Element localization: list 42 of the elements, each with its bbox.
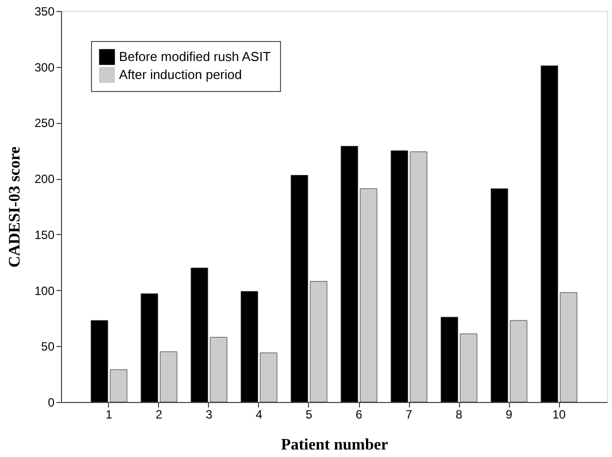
y-tick-label: 150 [34, 228, 55, 242]
x-tick-label: 2 [156, 408, 163, 422]
bar [540, 65, 558, 402]
bar [360, 188, 378, 402]
x-tick-label: 8 [456, 408, 463, 422]
x-tick-label: 4 [256, 408, 263, 422]
bar [290, 174, 308, 402]
bar [510, 320, 528, 402]
y-tick-label: 50 [41, 340, 55, 354]
bar [110, 369, 128, 402]
x-tick-label: 6 [356, 408, 363, 422]
x-tick-label: 10 [552, 408, 566, 422]
legend-label: After induction period [119, 67, 242, 82]
bar [210, 336, 228, 402]
y-axis-title: CADESI-03 score [6, 146, 24, 268]
y-tick-label: 200 [34, 172, 55, 186]
bar [190, 268, 208, 402]
bar [440, 316, 458, 402]
bar [260, 352, 278, 402]
x-tick-label: 3 [206, 408, 213, 422]
bar [490, 188, 508, 402]
x-tick-label: 7 [406, 408, 413, 422]
y-tick-label: 100 [34, 284, 55, 298]
bar [160, 351, 178, 402]
bar [90, 320, 108, 402]
y-tick-label: 300 [34, 60, 55, 74]
y-tick-label: 350 [34, 4, 55, 18]
legend-label: Before modified rush ASIT [119, 49, 271, 64]
bar [310, 281, 328, 402]
x-tick-label: 9 [506, 408, 513, 422]
bar [410, 152, 428, 402]
bar [390, 150, 408, 402]
bar [140, 293, 158, 402]
bar [460, 334, 478, 402]
x-tick-label: 5 [306, 408, 313, 422]
bar [240, 291, 258, 402]
bar [560, 292, 578, 402]
bar [340, 146, 358, 402]
x-tick-label: 1 [106, 408, 113, 422]
x-axis-title: Patient number [280, 436, 388, 454]
y-tick-label: 250 [34, 116, 55, 130]
y-tick-label: 0 [48, 396, 55, 410]
